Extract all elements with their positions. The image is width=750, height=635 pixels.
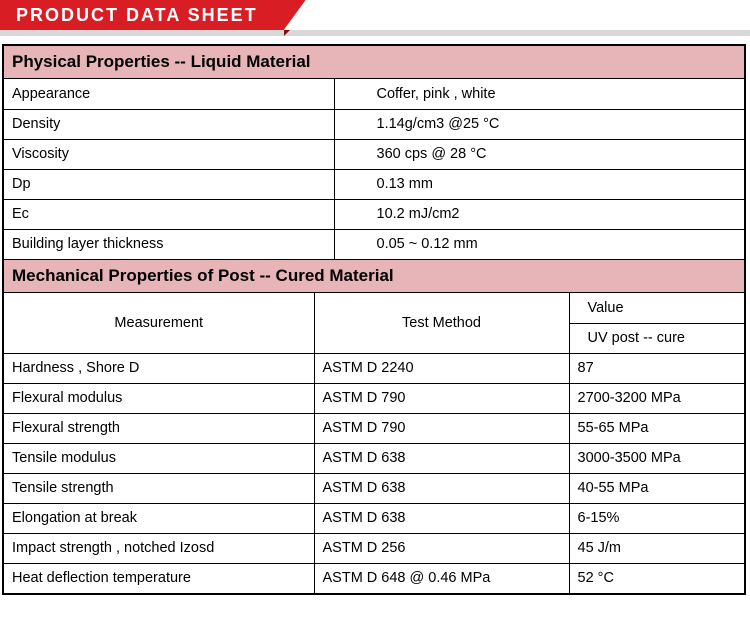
phys-label: Building layer thickness xyxy=(4,229,334,259)
physical-properties-table: AppearanceCoffer, pink , whiteDensity1.1… xyxy=(4,79,744,259)
mech-measurement: Heat deflection temperature xyxy=(4,563,314,593)
phys-value: Coffer, pink , white xyxy=(334,79,744,109)
mech-value: 52 °C xyxy=(569,563,744,593)
mech-row: Heat deflection temperatureASTM D 648 @ … xyxy=(4,563,744,593)
mech-test-method: ASTM D 256 xyxy=(314,533,569,563)
phys-label: Ec xyxy=(4,199,334,229)
phys-value: 10.2 mJ/cm2 xyxy=(334,199,744,229)
phys-label: Viscosity xyxy=(4,139,334,169)
banner-title: PRODUCT DATA SHEET xyxy=(16,5,258,26)
mech-row: Tensile modulusASTM D 6383000-3500 MPa xyxy=(4,443,744,473)
mech-row: Hardness , Shore DASTM D 224087 xyxy=(4,353,744,383)
mech-row: Elongation at breakASTM D 6386-15% xyxy=(4,503,744,533)
col-value: Value xyxy=(569,293,744,323)
mech-value: 45 J/m xyxy=(569,533,744,563)
phys-row: AppearanceCoffer, pink , white xyxy=(4,79,744,109)
mech-test-method: ASTM D 648 @ 0.46 MPa xyxy=(314,563,569,593)
mech-value: 6-15% xyxy=(569,503,744,533)
phys-value: 1.14g/cm3 @25 °C xyxy=(334,109,744,139)
phys-row: Dp0.13 mm xyxy=(4,169,744,199)
mech-measurement: Impact strength , notched Izosd xyxy=(4,533,314,563)
col-measurement: Measurement xyxy=(4,293,314,353)
mech-row: Flexural strengthASTM D 79055-65 MPa xyxy=(4,413,744,443)
phys-row: Ec10.2 mJ/cm2 xyxy=(4,199,744,229)
phys-row: Density1.14g/cm3 @25 °C xyxy=(4,109,744,139)
mech-measurement: Flexural modulus xyxy=(4,383,314,413)
phys-label: Dp xyxy=(4,169,334,199)
mechanical-properties-table: Measurement Test Method Value UV post --… xyxy=(4,293,744,593)
banner-gray-strip xyxy=(0,30,750,36)
title-banner: PRODUCT DATA SHEET xyxy=(0,0,750,36)
phys-row: Building layer thickness0.05 ~ 0.12 mm xyxy=(4,229,744,259)
section1-header: Physical Properties -- Liquid Material xyxy=(4,46,744,79)
mech-row: Tensile strengthASTM D 63840-55 MPa xyxy=(4,473,744,503)
mech-measurement: Flexural strength xyxy=(4,413,314,443)
phys-label: Density xyxy=(4,109,334,139)
phys-label: Appearance xyxy=(4,79,334,109)
col-uv: UV post -- cure xyxy=(569,323,744,353)
mech-value: 55-65 MPa xyxy=(569,413,744,443)
phys-value: 360 cps @ 28 °C xyxy=(334,139,744,169)
mech-test-method: ASTM D 638 xyxy=(314,503,569,533)
mech-test-method: ASTM D 790 xyxy=(314,383,569,413)
section2-header: Mechanical Properties of Post -- Cured M… xyxy=(4,259,744,293)
mech-measurement: Elongation at break xyxy=(4,503,314,533)
mech-measurement: Hardness , Shore D xyxy=(4,353,314,383)
mech-value: 2700-3200 MPa xyxy=(569,383,744,413)
mech-test-method: ASTM D 638 xyxy=(314,473,569,503)
mech-test-method: ASTM D 790 xyxy=(314,413,569,443)
banner-shadow-triangle xyxy=(284,30,290,36)
col-test-method: Test Method xyxy=(314,293,569,353)
phys-value: 0.13 mm xyxy=(334,169,744,199)
phys-row: Viscosity360 cps @ 28 °C xyxy=(4,139,744,169)
mech-measurement: Tensile modulus xyxy=(4,443,314,473)
mech-value: 40-55 MPa xyxy=(569,473,744,503)
mech-row: Impact strength , notched IzosdASTM D 25… xyxy=(4,533,744,563)
mech-row: Flexural modulusASTM D 7902700-3200 MPa xyxy=(4,383,744,413)
mech-test-method: ASTM D 638 xyxy=(314,443,569,473)
mech-test-method: ASTM D 2240 xyxy=(314,353,569,383)
banner-red-tab: PRODUCT DATA SHEET xyxy=(0,0,306,30)
data-sheet: Physical Properties -- Liquid Material A… xyxy=(2,44,746,595)
mech-value: 3000-3500 MPa xyxy=(569,443,744,473)
mech-value: 87 xyxy=(569,353,744,383)
phys-value: 0.05 ~ 0.12 mm xyxy=(334,229,744,259)
mech-measurement: Tensile strength xyxy=(4,473,314,503)
